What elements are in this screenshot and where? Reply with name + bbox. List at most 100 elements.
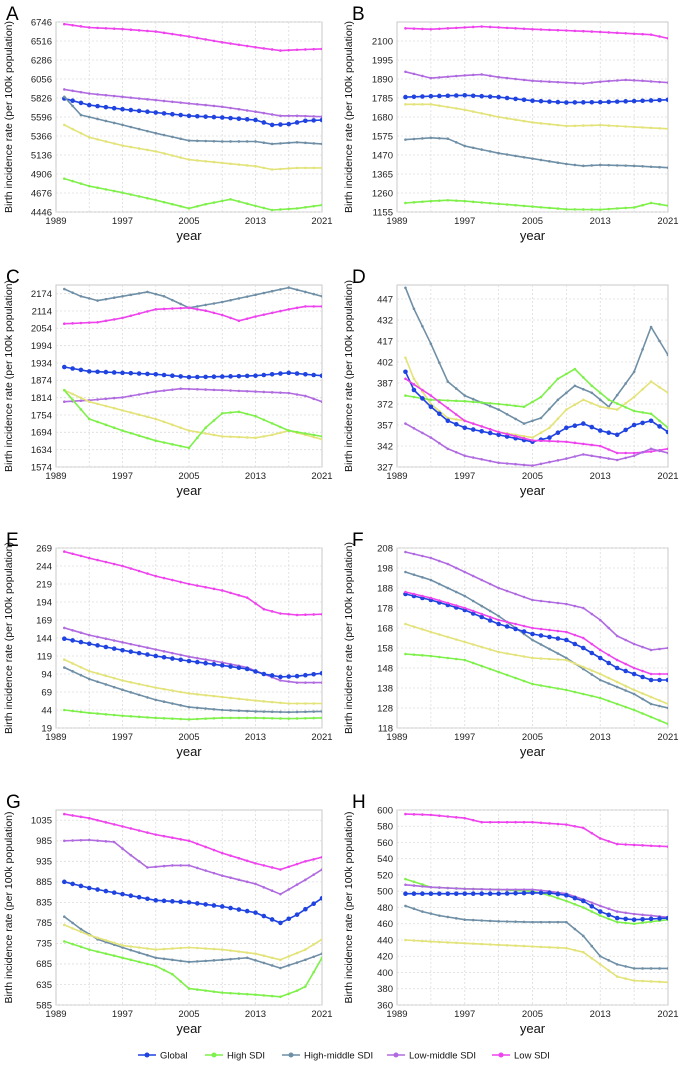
data-point — [63, 626, 66, 630]
data-point — [312, 166, 315, 170]
data-point — [607, 626, 611, 630]
data-point — [270, 142, 274, 146]
data-point — [287, 114, 291, 118]
data-point — [154, 956, 158, 960]
data-point — [286, 674, 292, 679]
data-point — [488, 25, 492, 29]
x-axis-label: year — [176, 744, 202, 759]
data-point — [404, 883, 407, 887]
data-point — [63, 95, 66, 99]
data-point — [471, 456, 475, 459]
data-point — [497, 943, 500, 947]
y-tick-label: 69 — [41, 687, 52, 698]
data-point — [320, 612, 322, 616]
data-point — [607, 653, 611, 657]
data-point — [514, 592, 517, 596]
data-point — [446, 586, 450, 590]
data-point — [573, 927, 577, 931]
data-point — [186, 113, 192, 119]
data-point — [63, 708, 66, 712]
data-point — [624, 843, 627, 846]
data-point — [565, 899, 568, 903]
series-line — [405, 884, 668, 919]
series-line — [63, 286, 322, 309]
data-point — [582, 376, 585, 379]
y-tick-label: 2174 — [31, 289, 52, 300]
data-point — [463, 606, 467, 610]
data-point — [649, 450, 653, 453]
data-point — [488, 427, 492, 431]
data-point — [254, 140, 257, 143]
data-point — [641, 979, 644, 983]
data-point — [640, 916, 645, 922]
data-point — [96, 712, 99, 715]
data-point — [312, 292, 315, 296]
data-point — [404, 201, 407, 205]
data-point — [137, 29, 141, 32]
data-point — [103, 369, 109, 375]
data-point — [504, 891, 510, 896]
data-point — [212, 311, 216, 315]
data-point — [615, 910, 619, 913]
series-line — [64, 627, 322, 684]
series-line — [63, 666, 322, 714]
y-tick-label: 168 — [377, 623, 393, 634]
data-point — [565, 656, 568, 660]
data-point — [312, 435, 315, 439]
data-point — [573, 403, 577, 407]
data-point — [538, 890, 544, 896]
data-point — [641, 203, 644, 207]
data-point — [581, 421, 586, 426]
data-point — [488, 615, 492, 619]
data-point — [244, 373, 250, 379]
data-point — [137, 693, 141, 697]
data-point — [513, 96, 518, 102]
data-point — [253, 910, 258, 915]
data-point — [87, 669, 91, 673]
data-point — [581, 645, 586, 651]
data-point — [470, 427, 476, 432]
data-point — [96, 186, 99, 190]
data-point — [128, 107, 134, 113]
legend-marker — [498, 1052, 504, 1058]
data-point — [179, 690, 182, 694]
data-point — [454, 199, 458, 202]
data-point — [453, 891, 459, 896]
data-point — [204, 139, 207, 143]
y-tick-label: 1874 — [31, 376, 52, 387]
data-point — [62, 879, 67, 885]
data-point — [136, 650, 142, 656]
data-point — [658, 449, 661, 453]
data-point — [136, 894, 142, 900]
data-point — [287, 48, 291, 52]
data-point — [262, 166, 266, 170]
data-point — [471, 818, 475, 822]
data-point — [71, 921, 74, 925]
data-point — [245, 317, 249, 320]
data-point — [429, 398, 433, 402]
data-point — [471, 942, 475, 945]
data-point — [648, 98, 654, 103]
data-point — [438, 199, 441, 202]
data-point — [129, 96, 133, 99]
data-point — [287, 207, 291, 211]
data-point — [312, 873, 315, 876]
data-point — [582, 442, 585, 446]
data-point — [121, 429, 124, 432]
data-point — [649, 967, 653, 970]
data-point — [220, 388, 224, 392]
data-point — [287, 717, 291, 720]
data-point — [480, 664, 483, 668]
data-point — [463, 74, 467, 77]
data-point — [522, 920, 526, 924]
data-point — [658, 719, 661, 722]
data-point — [454, 816, 458, 819]
y-tick-label: 480 — [377, 903, 393, 914]
series-global — [403, 591, 668, 683]
data-point — [666, 646, 668, 650]
data-point — [615, 634, 619, 638]
data-point — [295, 207, 299, 210]
data-point — [254, 699, 257, 702]
data-point — [71, 629, 74, 632]
